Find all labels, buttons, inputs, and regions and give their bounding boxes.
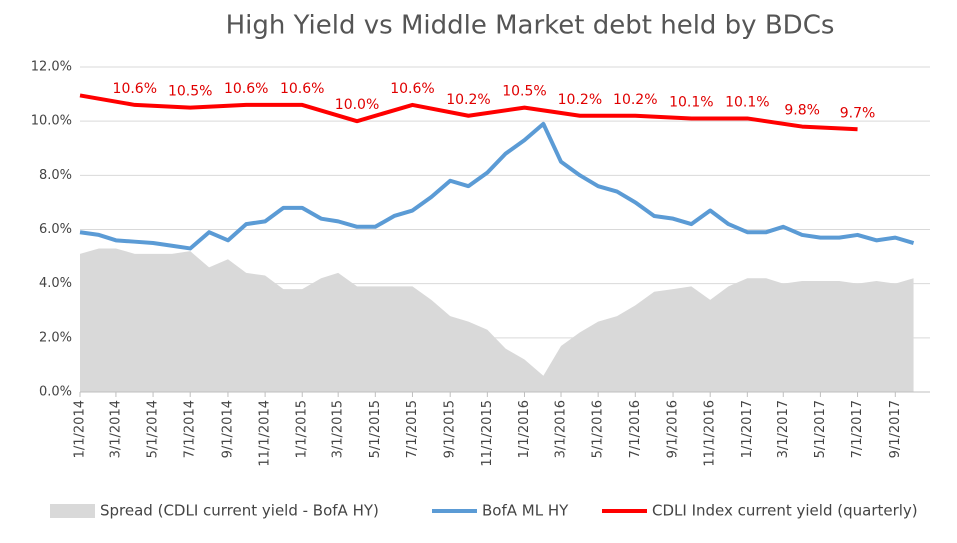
x-tick-label: 1/1/2015 <box>295 400 310 458</box>
data-label: 10.6% <box>280 81 324 97</box>
legend-item: BofA ML HY <box>432 502 569 520</box>
y-tick-label: 10.0% <box>31 114 72 129</box>
y-tick-label: 8.0% <box>39 168 72 183</box>
data-label: 10.2% <box>613 92 657 108</box>
x-tick-label: 9/1/2017 <box>888 400 903 458</box>
x-tick-label: 7/1/2016 <box>628 400 643 458</box>
legend-swatch <box>50 504 95 518</box>
x-tick-label: 7/1/2015 <box>405 400 420 458</box>
x-tick-label: 5/1/2015 <box>368 400 383 458</box>
x-tick-label: 5/1/2017 <box>813 400 828 458</box>
x-tick-label: 11/1/2016 <box>703 400 718 467</box>
x-tick-label: 3/1/2017 <box>776 400 791 458</box>
x-tick-label: 5/1/2014 <box>146 400 161 458</box>
data-label: 10.1% <box>669 94 713 110</box>
data-label: 10.6% <box>390 81 434 97</box>
x-tick-label: 11/1/2014 <box>258 400 273 467</box>
y-tick-label: 0.0% <box>39 385 72 400</box>
y-tick-label: 2.0% <box>39 330 72 345</box>
x-tick-label: 7/1/2017 <box>850 400 865 458</box>
x-tick-label: 9/1/2016 <box>666 400 681 458</box>
x-tick-label: 11/1/2015 <box>480 400 495 467</box>
x-tick-label: 1/1/2017 <box>740 400 755 458</box>
plot <box>79 93 915 392</box>
legend-label: BofA ML HY <box>482 502 569 520</box>
legend-item: Spread (CDLI current yield - BofA HY) <box>50 502 379 520</box>
x-tick-label: 7/1/2014 <box>183 400 198 458</box>
x-tick-label: 1/1/2016 <box>517 400 532 458</box>
data-label: 10.5% <box>502 84 546 100</box>
data-label: 9.7% <box>840 105 876 121</box>
spread-area <box>80 248 914 392</box>
x-tick-label: 3/1/2016 <box>554 400 569 458</box>
data-label: 10.0% <box>335 97 379 113</box>
data-label: 10.2% <box>446 92 490 108</box>
legend-label: Spread (CDLI current yield - BofA HY) <box>100 502 379 520</box>
data-label: 10.2% <box>558 92 602 108</box>
series-line <box>79 93 858 132</box>
x-tick-label: 9/1/2015 <box>443 400 458 458</box>
data-label: 10.6% <box>113 81 157 97</box>
data-label: 9.8% <box>784 103 820 119</box>
y-tick-label: 4.0% <box>39 276 72 291</box>
legend-item: CDLI Index current yield (quarterly) <box>602 502 918 520</box>
x-tick-label: 3/1/2014 <box>108 400 123 458</box>
series-line <box>79 121 915 251</box>
x-tick-label: 1/1/2014 <box>73 400 88 458</box>
y-tick-label: 6.0% <box>39 222 72 237</box>
x-tick-label: 9/1/2014 <box>220 400 235 458</box>
data-label: 10.1% <box>725 94 769 110</box>
chart-title: High Yield vs Middle Market debt held by… <box>226 11 835 41</box>
x-tick-label: 3/1/2015 <box>331 400 346 458</box>
y-tick-label: 12.0% <box>31 60 72 75</box>
data-label: 10.5% <box>168 84 212 100</box>
legend-label: CDLI Index current yield (quarterly) <box>652 502 918 520</box>
data-label: 10.6% <box>224 81 268 97</box>
x-tick-label: 5/1/2016 <box>591 400 606 458</box>
